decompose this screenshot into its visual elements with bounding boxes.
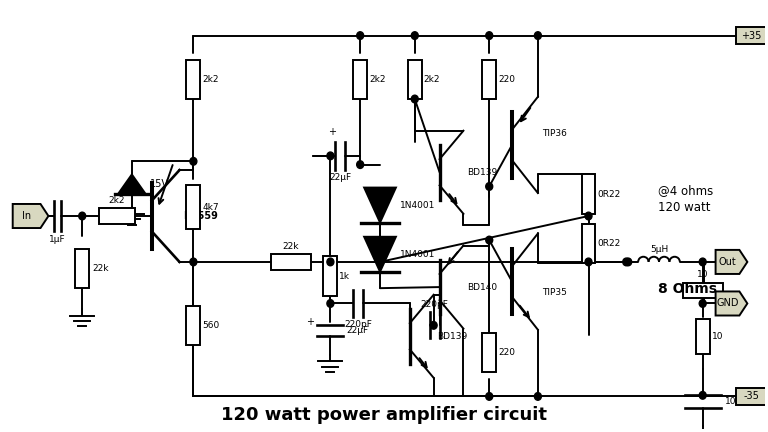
Text: 10: 10 xyxy=(712,332,723,341)
Circle shape xyxy=(412,95,419,103)
Text: +: + xyxy=(329,127,336,137)
Text: 100nF: 100nF xyxy=(724,397,753,407)
Circle shape xyxy=(79,212,86,220)
Circle shape xyxy=(327,258,334,266)
Text: 2k2: 2k2 xyxy=(369,75,386,84)
Bar xyxy=(187,306,200,345)
Bar xyxy=(271,254,310,270)
Bar xyxy=(187,185,200,229)
Circle shape xyxy=(623,258,630,266)
Text: 220pF: 220pF xyxy=(344,320,372,329)
Text: 220pF: 220pF xyxy=(421,300,449,309)
Circle shape xyxy=(624,258,632,266)
Text: 22k: 22k xyxy=(92,264,108,273)
Text: BD139: BD139 xyxy=(468,168,498,177)
Text: 1μF: 1μF xyxy=(49,235,66,244)
Text: BD139: BD139 xyxy=(438,332,468,341)
Circle shape xyxy=(356,32,364,39)
Circle shape xyxy=(430,321,437,329)
Circle shape xyxy=(485,236,493,244)
Text: +35: +35 xyxy=(741,31,762,41)
Text: 4k7: 4k7 xyxy=(202,203,219,212)
Bar xyxy=(187,60,200,99)
Text: 15V: 15V xyxy=(150,179,169,189)
Circle shape xyxy=(485,393,493,400)
Text: BC559: BC559 xyxy=(184,211,218,221)
Text: 560: 560 xyxy=(202,321,220,330)
Text: 1N4001: 1N4001 xyxy=(400,250,435,259)
Text: -35: -35 xyxy=(743,391,760,401)
Polygon shape xyxy=(716,292,747,315)
Bar xyxy=(75,249,89,288)
Text: TIP35: TIP35 xyxy=(542,288,567,297)
Text: 120 watt: 120 watt xyxy=(658,201,710,214)
Polygon shape xyxy=(13,204,48,228)
Circle shape xyxy=(699,391,706,399)
Circle shape xyxy=(699,258,706,266)
Text: 0R22: 0R22 xyxy=(598,190,621,199)
Circle shape xyxy=(190,258,197,266)
Circle shape xyxy=(412,32,419,39)
Text: 1k: 1k xyxy=(339,272,350,281)
Circle shape xyxy=(485,183,493,191)
Text: 22k: 22k xyxy=(283,242,299,251)
Text: 8 Ohms: 8 Ohms xyxy=(658,282,717,296)
Circle shape xyxy=(535,393,541,400)
Text: 22μF: 22μF xyxy=(346,326,369,335)
Bar xyxy=(737,27,766,44)
Text: 22μF: 22μF xyxy=(329,173,352,182)
Circle shape xyxy=(585,258,592,266)
Text: 2k2: 2k2 xyxy=(109,196,125,205)
Text: BD140: BD140 xyxy=(468,283,498,292)
Circle shape xyxy=(356,161,364,168)
Text: Out: Out xyxy=(719,257,737,267)
Bar xyxy=(323,257,337,296)
Text: In: In xyxy=(22,211,31,221)
Text: 2k2: 2k2 xyxy=(424,75,440,84)
Polygon shape xyxy=(716,250,747,274)
Text: 5μH: 5μH xyxy=(650,245,668,254)
Circle shape xyxy=(327,152,334,160)
Text: 220: 220 xyxy=(498,75,515,84)
Circle shape xyxy=(376,258,383,266)
Text: 2k2: 2k2 xyxy=(202,75,219,84)
Bar xyxy=(581,175,595,214)
Bar xyxy=(737,388,766,405)
Circle shape xyxy=(585,212,592,220)
Text: 120 watt power amplifier circuit: 120 watt power amplifier circuit xyxy=(221,406,547,424)
Circle shape xyxy=(190,158,197,165)
Text: @4 ohms: @4 ohms xyxy=(658,184,713,197)
Text: 1N4001: 1N4001 xyxy=(400,200,435,210)
Bar xyxy=(581,224,595,263)
Polygon shape xyxy=(364,237,396,272)
Text: GND: GND xyxy=(717,299,739,308)
Bar xyxy=(696,319,710,354)
Text: 220: 220 xyxy=(498,348,515,357)
Bar xyxy=(482,333,496,372)
Circle shape xyxy=(699,300,706,307)
Circle shape xyxy=(535,32,541,39)
Text: +: + xyxy=(306,317,315,327)
Polygon shape xyxy=(364,187,396,222)
Text: TIP36: TIP36 xyxy=(542,130,567,139)
Polygon shape xyxy=(118,175,146,194)
Bar xyxy=(683,283,723,298)
Bar xyxy=(353,60,367,99)
Circle shape xyxy=(327,300,334,307)
Bar xyxy=(408,60,422,99)
Text: 10: 10 xyxy=(697,270,708,280)
Bar xyxy=(482,60,496,99)
Text: 0R22: 0R22 xyxy=(598,239,621,248)
Circle shape xyxy=(485,32,493,39)
Bar xyxy=(99,208,135,224)
